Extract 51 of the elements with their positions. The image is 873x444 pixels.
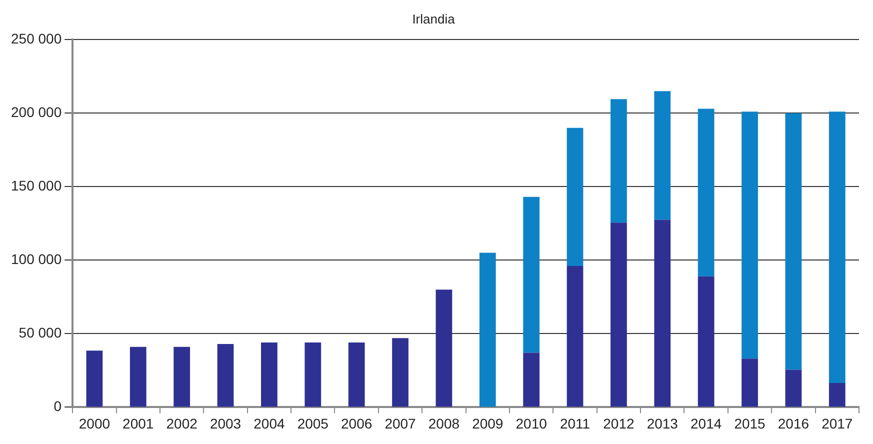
bar (392, 338, 408, 407)
bar (130, 346, 146, 407)
bar (566, 128, 584, 266)
y-tick-label: 150 000 (10, 178, 62, 194)
bar (523, 352, 540, 407)
bar (698, 108, 714, 276)
x-tick-label: 2011 (560, 415, 590, 432)
x-tick-label: 2010 (516, 415, 548, 432)
x-tick-label: 2000 (78, 415, 110, 432)
bar (785, 370, 802, 407)
bar (742, 112, 758, 359)
x-tick-label: 2002 (166, 415, 198, 432)
y-tick-label: 100 000 (10, 251, 62, 268)
x-tick-label: 2014 (690, 415, 722, 432)
x-tick-label: 2016 (778, 415, 810, 432)
bar (566, 266, 584, 407)
bar (654, 220, 671, 407)
x-tick-label: 2004 (254, 415, 285, 432)
bar (828, 112, 846, 383)
x-tick-label: 2012 (603, 415, 634, 432)
bar (174, 346, 190, 407)
bar (828, 382, 846, 407)
x-tick-label: 2015 (734, 415, 766, 432)
y-tick-label: 0 (54, 398, 62, 414)
bar (304, 342, 322, 407)
bar (654, 91, 671, 220)
x-tick-label: 2009 (472, 415, 504, 432)
bar (610, 99, 627, 223)
x-tick-label: 2005 (297, 415, 329, 432)
x-tick-label: 2007 (384, 415, 416, 432)
bar (261, 342, 278, 407)
x-tick-label: 2001 (122, 415, 154, 432)
y-tick-label: 250 000 (10, 30, 62, 46)
bar (698, 276, 714, 407)
chart-title: Irlandia (412, 11, 456, 26)
x-tick-label: 2008 (428, 415, 460, 432)
bar (348, 342, 365, 407)
x-tick-label: 2006 (341, 415, 372, 432)
bar (785, 113, 802, 370)
bar (86, 350, 103, 407)
y-tick-label: 200 000 (10, 104, 62, 120)
bar (523, 196, 540, 353)
bar (217, 344, 234, 407)
bar (436, 290, 452, 407)
bar (742, 358, 758, 407)
bar (610, 222, 627, 407)
y-tick-label: 50 000 (18, 324, 62, 341)
x-tick-label: 2013 (646, 415, 678, 432)
x-tick-label: 2017 (822, 415, 853, 432)
bar (479, 252, 496, 407)
x-tick-label: 2003 (210, 415, 242, 432)
